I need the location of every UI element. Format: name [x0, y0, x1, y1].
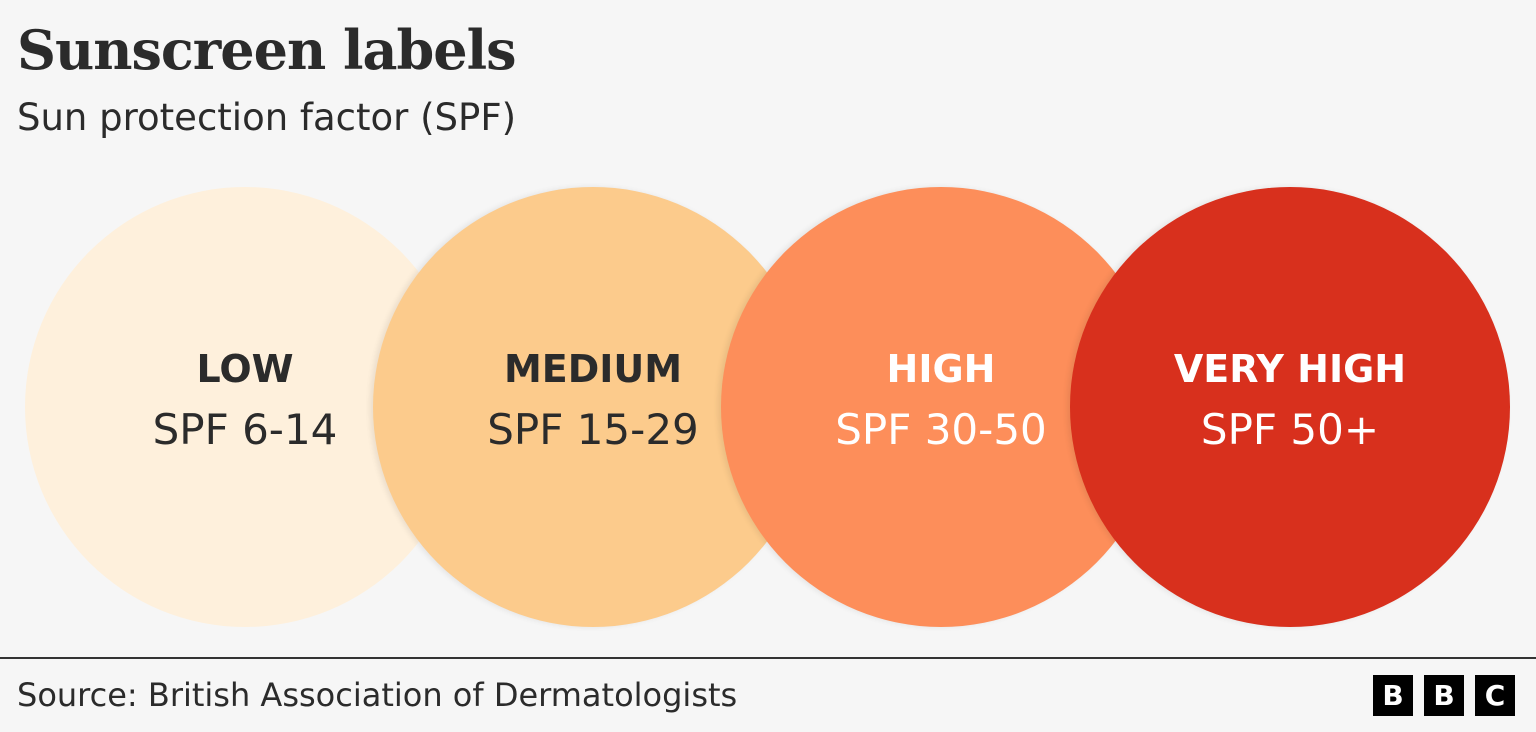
bbc-logo-block: B [1373, 675, 1413, 716]
level-label: LOW [196, 346, 294, 391]
circle-very-high: VERY HIGH SPF 50+ [1070, 187, 1510, 627]
spf-range: SPF 15-29 [487, 404, 699, 454]
spf-range: SPF 6-14 [152, 404, 338, 454]
level-label: HIGH [886, 346, 996, 391]
footer-divider [0, 657, 1536, 659]
spf-range: SPF 30-50 [835, 404, 1047, 454]
bbc-logo-block: C [1475, 675, 1515, 716]
page-title: Sunscreen labels [17, 18, 517, 82]
source-note: Source: British Association of Dermatolo… [17, 676, 738, 714]
page-subtitle: Sun protection factor (SPF) [17, 96, 517, 139]
bbc-logo-block: B [1424, 675, 1464, 716]
spf-range: SPF 50+ [1200, 404, 1380, 454]
level-label: MEDIUM [503, 346, 683, 391]
level-label: VERY HIGH [1173, 346, 1407, 391]
